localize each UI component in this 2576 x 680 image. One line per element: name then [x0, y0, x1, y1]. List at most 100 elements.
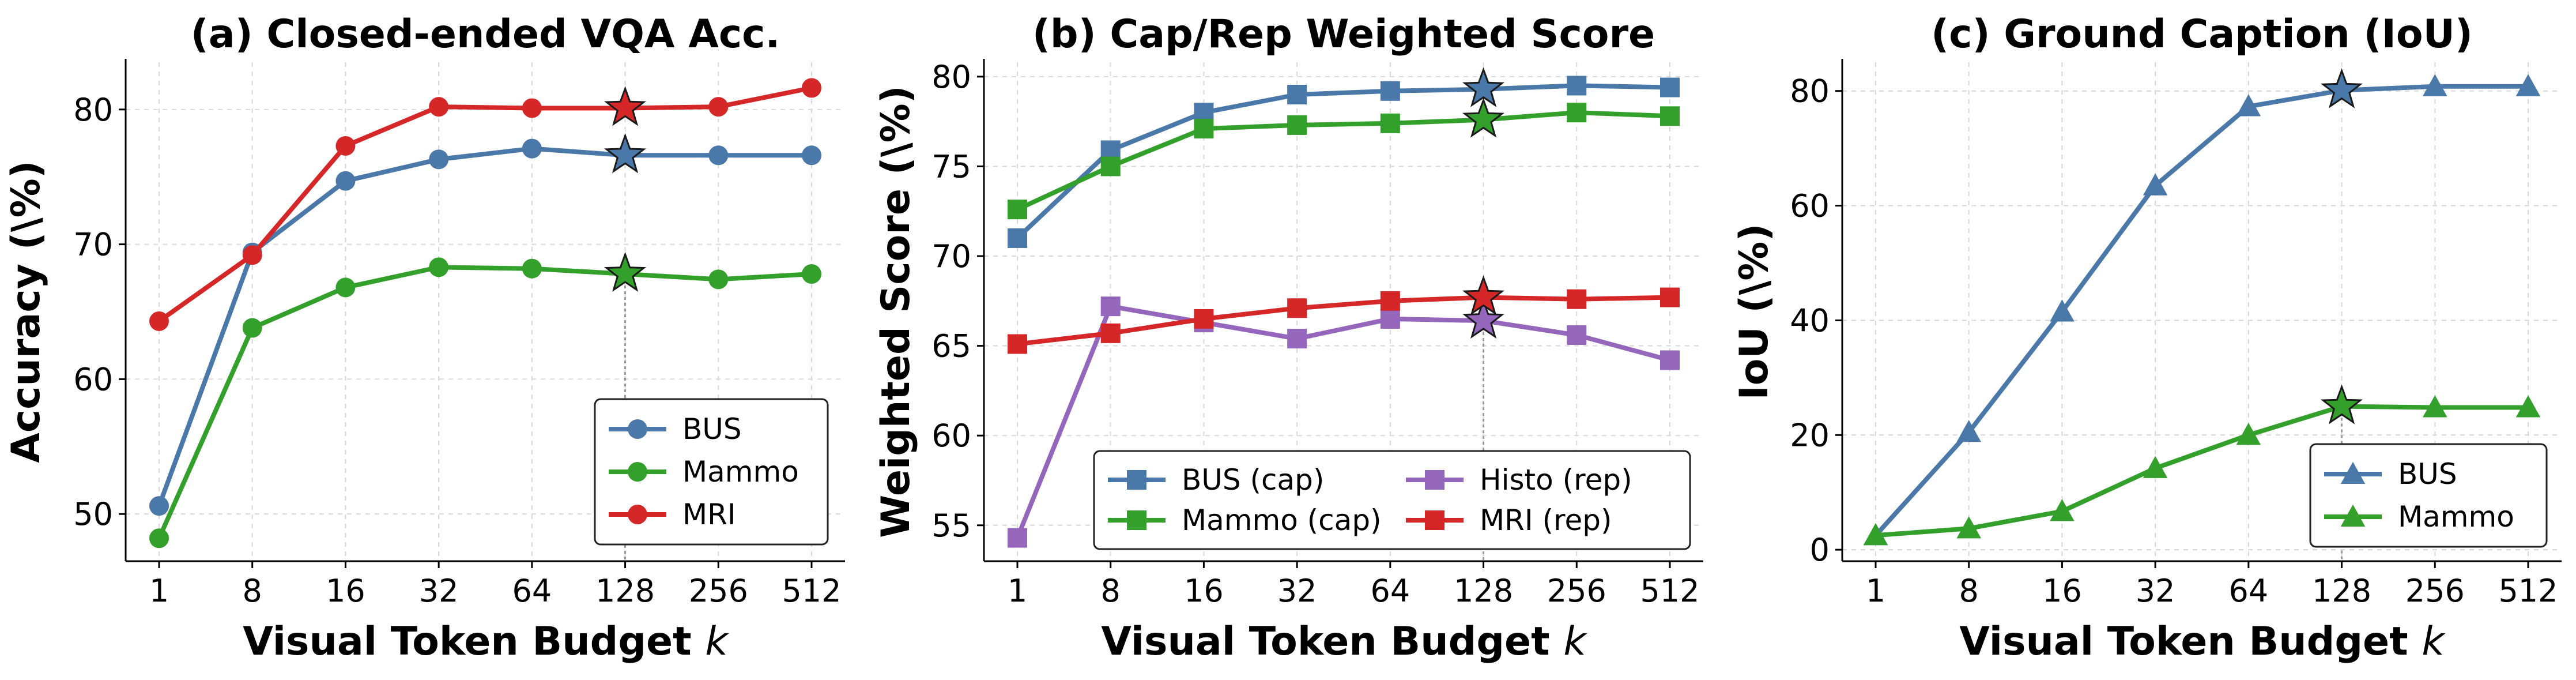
legend: BUS Mammo	[2309, 443, 2548, 548]
chart-panel-3: 0 20 40 60 80 1 8 16 32 64 128 256 512 (c) Ground Cap…	[1732, 12, 2562, 664]
data-point	[242, 245, 262, 265]
legend-swatch-marker	[1425, 470, 1444, 490]
legend-item: MRI	[609, 498, 736, 531]
x-tick-label: 512	[782, 573, 841, 609]
data-point	[2423, 395, 2447, 418]
y-tick-label: 60	[1790, 188, 1830, 224]
data-point	[1287, 298, 1307, 318]
data-point	[1100, 296, 1121, 317]
legend: BUS (cap) Mammo (cap) Histo (rep) MRI (rep)	[1093, 450, 1691, 550]
data-point	[522, 258, 542, 279]
data-point	[335, 171, 356, 191]
legend-label: BUS (cap)	[1182, 463, 1324, 497]
legend-label: BUS	[2398, 457, 2457, 491]
legend-label: Mammo	[2398, 500, 2514, 534]
legend-box	[2309, 443, 2548, 548]
legend-label: Mammo	[682, 455, 799, 489]
data-point	[2515, 74, 2541, 96]
data-point	[1660, 350, 1680, 370]
series-line	[157, 265, 814, 541]
data-point	[2236, 94, 2261, 117]
legend-label: MRI (rep)	[1480, 504, 1612, 537]
data-point	[1194, 309, 1214, 329]
highlight-star-marker	[1462, 97, 1505, 138]
x-tick-label: 16	[2042, 573, 2082, 609]
data-point	[1567, 76, 1587, 96]
legend-swatch-marker	[628, 462, 647, 482]
data-point	[1008, 334, 1027, 354]
series-line	[1015, 83, 1672, 241]
legend-item: Histo (rep)	[1406, 463, 1632, 497]
data-point	[1194, 119, 1214, 139]
x-tick-label: 128	[2312, 573, 2371, 609]
y-tick-label: 70	[73, 227, 113, 263]
series-mammo	[1863, 384, 2541, 546]
x-axis-label: Visual Token Budget k	[1101, 619, 1587, 664]
x-tick-label: 8	[1101, 573, 1121, 609]
y-tick-label: 40	[1790, 302, 1830, 339]
x-tick-label: 32	[2136, 573, 2175, 609]
x-axis-label: Visual Token Budget k	[243, 619, 729, 664]
y-tick-label: 80	[1790, 73, 1830, 110]
series-line	[157, 146, 814, 509]
chart-title: (c) Ground Caption (IoU)	[1931, 12, 2473, 57]
data-point	[2236, 423, 2261, 445]
data-point	[242, 318, 262, 338]
legend-item: Mammo	[609, 455, 799, 489]
data-point	[708, 97, 729, 117]
data-point	[1008, 528, 1027, 548]
x-tick-label: 256	[689, 573, 748, 609]
x-tick-label: 32	[419, 573, 459, 609]
data-point	[1100, 323, 1121, 343]
y-tick-label: 80	[931, 59, 971, 95]
highlight-star-marker	[2320, 68, 2363, 108]
legend-swatch-marker	[628, 505, 647, 524]
highlight-star-marker	[604, 133, 647, 174]
series-mri-rep	[1008, 275, 1680, 354]
x-axis-label: Visual Token Budget k	[1959, 619, 2446, 664]
y-tick-label: 65	[931, 328, 971, 365]
data-point	[149, 528, 169, 548]
data-point	[2143, 456, 2168, 478]
y-tick-label: 60	[931, 418, 971, 454]
legend-swatch-marker	[2340, 461, 2366, 484]
x-tick-label: 128	[1454, 573, 1513, 609]
x-tick-label: 64	[512, 573, 552, 609]
data-point	[1956, 420, 1981, 442]
x-tick-label: 8	[243, 573, 262, 609]
data-point	[2515, 395, 2541, 418]
data-point	[149, 311, 169, 331]
data-point	[1287, 115, 1307, 135]
x-tick-label: 64	[2228, 573, 2268, 609]
highlight-star-marker	[1462, 275, 1505, 315]
data-point	[1956, 516, 1981, 539]
data-point	[802, 145, 821, 166]
legend-item: MRI (rep)	[1406, 504, 1612, 537]
highlight-star-marker	[1462, 67, 1505, 107]
data-point	[1660, 106, 1680, 126]
legend-item: BUS (cap)	[1108, 463, 1324, 497]
data-point	[149, 496, 169, 516]
legend-label: MRI	[682, 498, 736, 531]
x-tick-label: 16	[326, 573, 365, 609]
x-tick-label: 512	[2498, 573, 2558, 609]
legend: BUS Mammo MRI	[594, 398, 829, 546]
y-tick-label: 60	[73, 361, 113, 397]
data-point	[1380, 291, 1400, 311]
series-line	[1873, 404, 2530, 538]
data-point	[2143, 173, 2168, 196]
series-bus-cap	[1008, 67, 1680, 248]
y-tick-label: 55	[931, 508, 971, 544]
x-tick-label: 512	[1640, 573, 1699, 609]
data-point	[1008, 200, 1027, 220]
legend-label: Mammo (cap)	[1182, 504, 1382, 537]
x-tick-label: 256	[2405, 573, 2465, 609]
data-point	[522, 138, 542, 159]
x-tick-label: 1	[1008, 573, 1027, 609]
series-line	[1015, 304, 1672, 540]
data-point	[2050, 499, 2075, 521]
data-point	[1660, 287, 1680, 307]
data-point	[2050, 299, 2075, 322]
data-point	[1380, 81, 1400, 101]
